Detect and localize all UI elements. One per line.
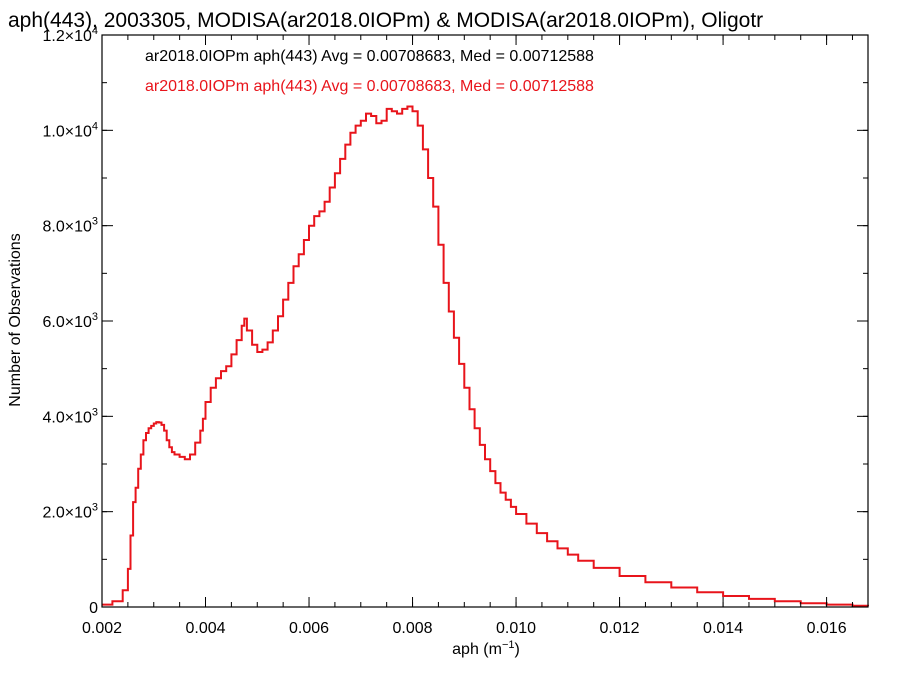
y-tick-label: 1.0×104 bbox=[42, 120, 98, 140]
plot-frame bbox=[101, 34, 869, 608]
y-axis-label: Number of Observations bbox=[7, 233, 24, 406]
x-tick-label: 0.012 bbox=[600, 620, 640, 637]
x-tick-label: 0.014 bbox=[703, 620, 743, 637]
legend-entry-red: ar2018.0IOPm aph(443) Avg = 0.00708683, … bbox=[145, 78, 594, 95]
x-axis-label-close: ) bbox=[515, 641, 520, 658]
y-tick-label: 2.0×103 bbox=[42, 502, 98, 522]
y-tick-label: 1.2×104 bbox=[42, 25, 98, 45]
y-tick-label: 4.0×103 bbox=[42, 406, 98, 426]
x-axis-label-exponent: −1 bbox=[502, 639, 515, 651]
y-tick-label: 8.0×103 bbox=[42, 216, 98, 236]
plot-area bbox=[102, 105, 869, 607]
x-tick-label: 0.004 bbox=[185, 620, 225, 637]
chart-title: aph(443), 2003305, MODISA(ar2018.0IOPm) … bbox=[8, 9, 763, 32]
x-tick-label: 0.010 bbox=[496, 620, 536, 637]
y-tick-label: 0 bbox=[89, 600, 98, 617]
x-axis-label: aph (m−1) bbox=[452, 639, 520, 658]
x-tick-label: 0.002 bbox=[82, 620, 122, 637]
histogram-series-1 bbox=[102, 105, 869, 607]
x-tick-label: 0.008 bbox=[393, 620, 433, 637]
legend-entry-black: ar2018.0IOPm aph(443) Avg = 0.00708683, … bbox=[145, 48, 594, 65]
x-tick-label: 0.016 bbox=[807, 620, 847, 637]
x-tick-label: 0.006 bbox=[289, 620, 329, 637]
y-axis: 0 2.0×103 4.0×103 6.0×103 8.0×103 1.0×104 1.2×… bbox=[42, 25, 868, 617]
x-axis-label-base: aph (m bbox=[452, 641, 502, 658]
x-axis: 0.002 0.004 0.006 0.008 0.010 0.012 0.014 0.016 bbox=[82, 35, 853, 637]
y-tick-label: 6.0×103 bbox=[42, 311, 98, 331]
